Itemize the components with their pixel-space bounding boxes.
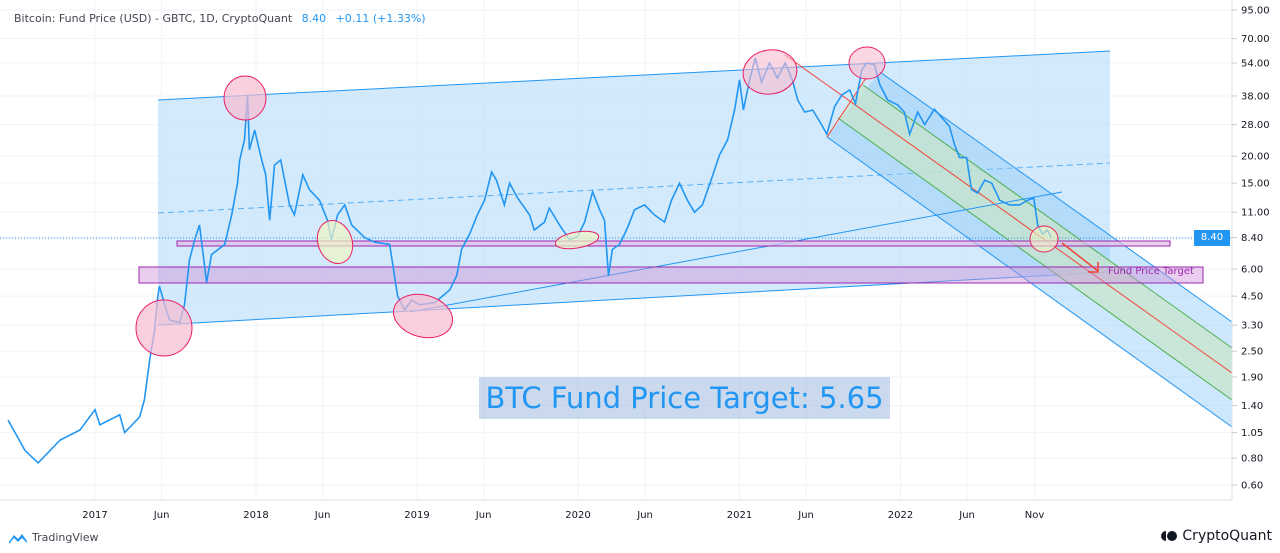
support-zone-thin[interactable]	[176, 240, 1171, 247]
pitchfork-median-line	[784, 54, 1233, 374]
highlight-ellipse[interactable]	[1029, 225, 1059, 253]
price-tick-label: 28.00	[1241, 120, 1270, 131]
highlight-ellipse[interactable]	[389, 288, 458, 344]
cryptoquant-logo-icon	[1161, 531, 1178, 541]
highlight-ellipse[interactable]	[554, 228, 600, 251]
pitchfork-lower-line	[826, 136, 1233, 428]
highlight-ellipse[interactable]	[740, 46, 801, 99]
price-tick-label: 54.00	[1241, 58, 1270, 69]
price-tick-label: 15.00	[1241, 179, 1270, 190]
price-tick-label: 8.40	[1241, 233, 1263, 244]
price-tick-label: 1.40	[1241, 401, 1263, 412]
pitchfork-handle-line	[826, 77, 867, 138]
highlight-ellipse[interactable]	[312, 216, 359, 269]
chart-legend: Bitcoin: Fund Price (USD) - GBTC, 1D, Cr…	[14, 12, 426, 25]
price-tick-label: 70.00	[1241, 34, 1270, 45]
price-series-line	[7, 57, 1053, 465]
last-price-tag: 8.40	[1194, 230, 1230, 246]
price-tick-label: 1.05	[1241, 428, 1263, 439]
time-tick-label: Jun	[958, 510, 975, 521]
channel-lower-line	[157, 271, 1111, 326]
price-tick-label: 0.80	[1241, 454, 1263, 465]
highlight-ellipse[interactable]	[135, 299, 193, 357]
price-tick-label: 3.30	[1241, 321, 1263, 332]
pitchfork-inner-lower-line	[837, 117, 1233, 401]
time-tick-label: 2020	[565, 510, 590, 521]
cryptoquant-branding: CryptoQuant	[1161, 528, 1272, 544]
time-tick-label: Nov	[1025, 510, 1045, 521]
price-tick-label: 0.60	[1241, 481, 1263, 492]
price-tick-label: 11.00	[1241, 208, 1270, 219]
price-target-callout[interactable]: BTC Fund Price Target: 5.65	[479, 377, 890, 419]
price-tick-label: 1.90	[1241, 372, 1263, 383]
time-tick-label: 2021	[727, 510, 752, 521]
fund-price-target-zone[interactable]	[138, 266, 1204, 284]
time-tick-label: Jun	[314, 510, 331, 521]
price-tick-label: 95.00	[1241, 6, 1270, 17]
time-tick-label: Jun	[153, 510, 170, 521]
time-tick-label: Jun	[797, 510, 814, 521]
time-tick-label: 2022	[888, 510, 913, 521]
highlight-ellipse[interactable]	[848, 46, 886, 80]
fund-price-target-label: Fund Price Target	[1108, 266, 1194, 277]
pitchfork-inner-upper-line	[862, 84, 1233, 349]
target-arrow[interactable]	[1061, 242, 1099, 273]
trend-line[interactable]	[409, 191, 1063, 313]
legend-change: +0.11 (+1.33%)	[335, 12, 426, 25]
legend-last-value: 8.40	[301, 12, 327, 25]
price-axis[interactable]: 95.00 70.00 54.00 38.00 28.00 20.00 15.00 11.00…	[1232, 6, 1270, 492]
channel-upper-line	[157, 50, 1111, 101]
legend-title: Bitcoin: Fund Price (USD) - GBTC, 1D, Cr…	[14, 12, 293, 25]
cryptoquant-brand: CryptoQuant	[1182, 528, 1272, 544]
price-tick-label: 2.50	[1241, 347, 1263, 358]
tradingview-brand: TradingView	[32, 531, 99, 544]
tradingview-branding[interactable]: TradingView	[8, 531, 98, 544]
time-tick-label: 2018	[243, 510, 268, 521]
time-tick-label: 2019	[404, 510, 429, 521]
highlight-ellipse[interactable]	[223, 75, 267, 121]
price-tick-label: 6.00	[1241, 265, 1263, 276]
price-tick-label: 20.00	[1241, 152, 1270, 163]
price-tick-label: 38.00	[1241, 91, 1270, 102]
price-tick-label: 4.50	[1241, 292, 1263, 303]
time-tick-label: 2017	[82, 510, 107, 521]
highlight-markers	[135, 46, 1059, 357]
time-tick-label: Jun	[475, 510, 492, 521]
time-tick-label: Jun	[636, 510, 653, 521]
tradingview-logo-icon	[9, 533, 27, 544]
time-axis[interactable]: 2017 Jun 2018 Jun 2019 Jun 2020 Jun 2021 Jun 2022 J…	[82, 510, 1044, 521]
